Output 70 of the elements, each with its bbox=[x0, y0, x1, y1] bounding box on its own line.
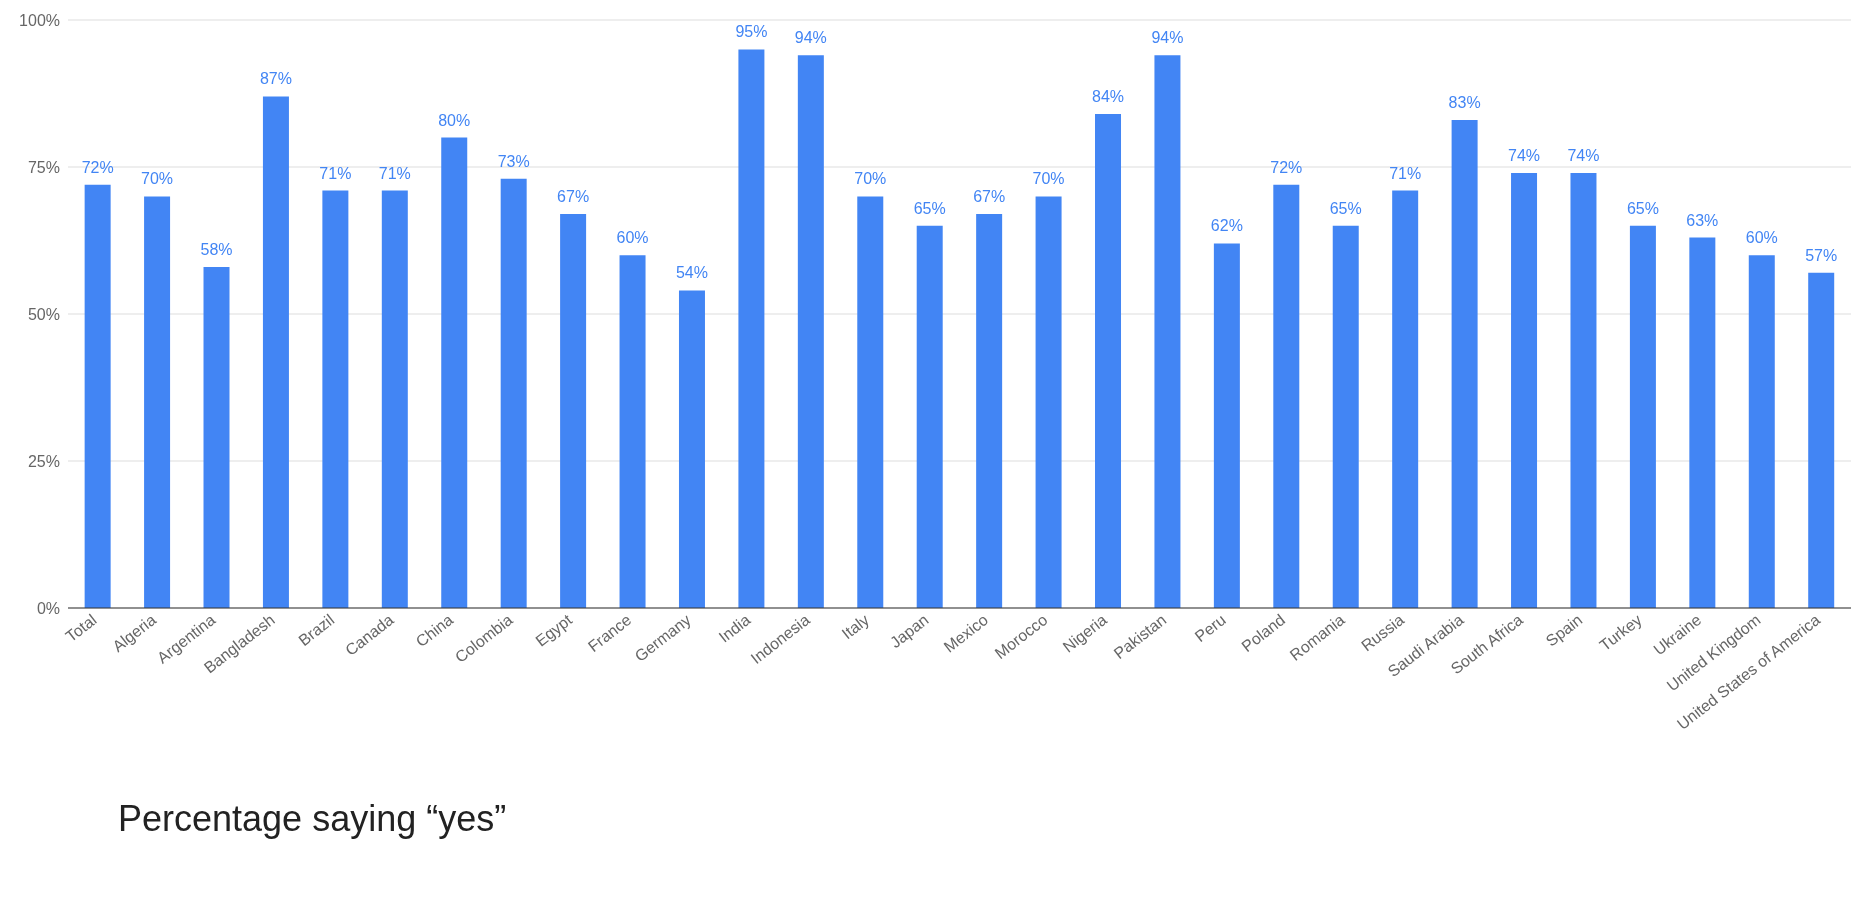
data-label: 94% bbox=[794, 29, 827, 47]
bar bbox=[1570, 172, 1597, 608]
data-label: 60% bbox=[616, 229, 649, 247]
data-label: 83% bbox=[1448, 93, 1481, 111]
data-label: 72% bbox=[81, 158, 114, 176]
bar bbox=[678, 290, 705, 608]
x-tick-label: Total bbox=[62, 610, 100, 646]
bar bbox=[1273, 184, 1300, 608]
data-label: 71% bbox=[1389, 164, 1422, 182]
bar bbox=[381, 190, 408, 608]
bar bbox=[84, 184, 111, 608]
data-label: 70% bbox=[854, 170, 887, 188]
data-label: 67% bbox=[973, 188, 1006, 206]
bar bbox=[1629, 225, 1656, 608]
data-label: 70% bbox=[1032, 170, 1065, 188]
bar bbox=[441, 137, 468, 608]
bar bbox=[1392, 190, 1419, 608]
data-label: 57% bbox=[1805, 246, 1838, 264]
data-label: 54% bbox=[675, 264, 708, 282]
y-tick-label: 75% bbox=[27, 158, 60, 176]
y-tick-label: 25% bbox=[27, 452, 60, 470]
bar bbox=[1095, 114, 1122, 608]
data-label: 72% bbox=[1270, 158, 1303, 176]
x-tick-label: Italy bbox=[838, 610, 873, 643]
bar bbox=[1748, 255, 1775, 608]
text: Percentage saying “yes” bbox=[118, 798, 507, 840]
bar bbox=[144, 196, 171, 608]
bar bbox=[203, 266, 230, 608]
data-label: 67% bbox=[557, 188, 590, 206]
y-tick-label: 0% bbox=[36, 599, 60, 617]
data-label: 74% bbox=[1567, 146, 1600, 164]
bar bbox=[1689, 237, 1716, 608]
bar bbox=[1035, 196, 1062, 608]
bar bbox=[560, 214, 587, 608]
bar bbox=[857, 196, 884, 608]
bar bbox=[1213, 243, 1240, 608]
bar bbox=[262, 96, 289, 608]
data-label: 62% bbox=[1210, 217, 1243, 235]
data-label: 73% bbox=[497, 152, 530, 170]
bar bbox=[1451, 119, 1478, 608]
data-label: 71% bbox=[378, 164, 411, 182]
data-label: 70% bbox=[141, 170, 174, 188]
data-label: 84% bbox=[1091, 88, 1125, 106]
data-label: 63% bbox=[1686, 211, 1719, 229]
data-label: 80% bbox=[438, 111, 471, 129]
bar bbox=[1808, 272, 1835, 608]
data-label: 65% bbox=[1626, 199, 1659, 217]
bar bbox=[322, 190, 349, 608]
bar bbox=[797, 55, 824, 608]
data-label: 60% bbox=[1745, 229, 1778, 247]
data-label: 87% bbox=[259, 70, 292, 88]
y-tick-label: 100% bbox=[19, 11, 60, 29]
data-label: 71% bbox=[319, 164, 352, 182]
x-tick-label: India bbox=[715, 610, 754, 646]
bar bbox=[619, 255, 646, 608]
bar bbox=[500, 178, 527, 608]
data-label: 58% bbox=[200, 240, 233, 258]
bar bbox=[1332, 225, 1359, 608]
data-label: 65% bbox=[1329, 199, 1362, 217]
data-label: 94% bbox=[1151, 29, 1184, 47]
bar bbox=[1511, 172, 1538, 608]
y-tick-label: 50% bbox=[27, 305, 60, 323]
bar bbox=[1154, 55, 1181, 608]
bar bbox=[916, 225, 943, 608]
data-label: 74% bbox=[1508, 146, 1541, 164]
bar bbox=[976, 214, 1003, 608]
bar bbox=[738, 49, 765, 608]
data-label: 95% bbox=[735, 23, 768, 41]
x-tick-label: Peru bbox=[1191, 610, 1229, 646]
data-label: 65% bbox=[913, 199, 946, 217]
